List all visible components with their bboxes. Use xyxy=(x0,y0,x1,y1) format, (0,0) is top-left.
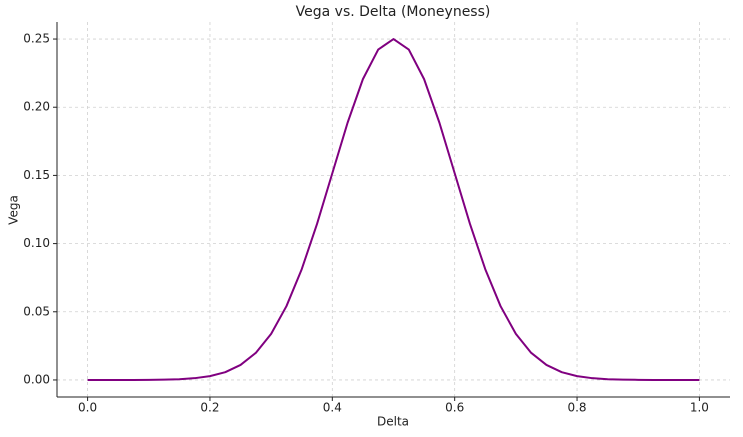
x-tick-label: 0.6 xyxy=(445,401,464,415)
y-tick-label: 0.15 xyxy=(23,168,50,182)
x-tick-label: 1.0 xyxy=(690,401,709,415)
x-axis-label: Delta xyxy=(377,415,409,429)
y-tick-label: 0.00 xyxy=(23,372,50,386)
x-tick-label: 0.4 xyxy=(323,401,342,415)
y-tick-label: 0.25 xyxy=(23,32,50,46)
x-tick-label: 0.8 xyxy=(567,401,586,415)
x-tick-label: 0.2 xyxy=(200,401,219,415)
chart-title: Vega vs. Delta (Moneyness) xyxy=(296,4,491,20)
y-axis-label: Vega xyxy=(7,195,21,225)
y-tick-label: 0.05 xyxy=(23,304,50,318)
y-tick-label: 0.20 xyxy=(23,100,50,114)
x-tick-label: 0.0 xyxy=(78,401,97,415)
line-series xyxy=(87,38,700,381)
y-tick-label: 0.10 xyxy=(23,236,50,250)
